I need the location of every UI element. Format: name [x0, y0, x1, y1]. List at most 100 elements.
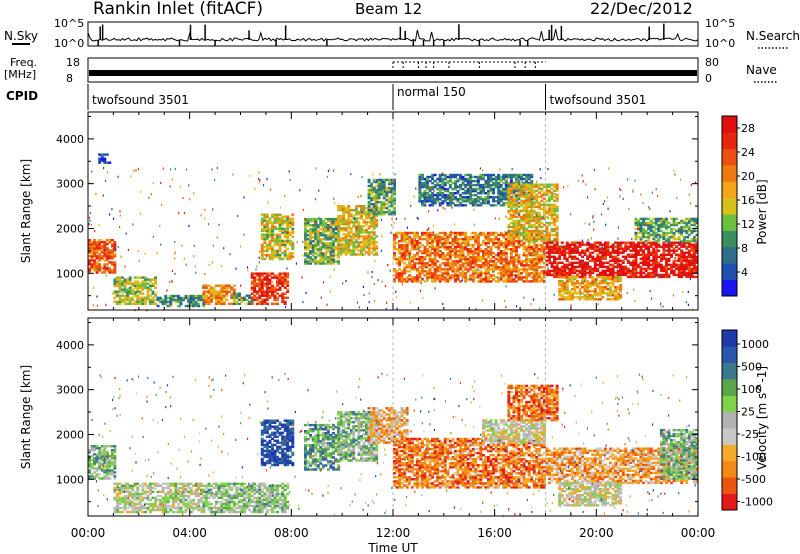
echo-cell: [535, 260, 539, 263]
echo-cell: [525, 260, 529, 263]
echo-cell: [286, 223, 290, 226]
echo-cell: [497, 177, 501, 181]
echo-cell: [103, 159, 107, 162]
echo-cell: [535, 266, 539, 269]
echo-cell: [423, 280, 427, 283]
echo-cell: [110, 239, 114, 242]
echo-cell: [634, 223, 638, 227]
echo-cell: [372, 207, 376, 210]
echo-cell: [553, 185, 557, 188]
echo-cell: [464, 198, 468, 201]
echo-cell: [177, 294, 180, 298]
echo-cell: [555, 219, 559, 223]
echo-cell: [433, 194, 437, 197]
echo-cell: [570, 255, 574, 259]
echo-cell: [695, 225, 699, 229]
echo-cell: [212, 290, 216, 293]
echo-cell: [400, 276, 404, 279]
echo-cell: [443, 248, 447, 251]
echo-cell: [263, 215, 267, 218]
echo-cell: [362, 211, 366, 214]
echo-cell: [543, 211, 546, 215]
echo-cell: [433, 254, 437, 257]
echo-cell: [461, 192, 465, 195]
echo-cell: [512, 278, 516, 281]
echo-cell: [525, 175, 529, 179]
echo-cell: [326, 234, 330, 237]
echo-cell: [657, 265, 661, 269]
echo-cell: [469, 252, 473, 255]
echo-cell: [339, 247, 343, 250]
echo-cell: [647, 231, 651, 235]
echo-cell: [604, 257, 607, 261]
echo-cell: [515, 274, 518, 277]
echo-cell: [367, 231, 371, 234]
echo-cell: [517, 203, 521, 207]
echo-cell: [398, 278, 402, 281]
echo-cell: [100, 247, 104, 250]
echo-cell: [276, 219, 280, 222]
echo-cell: [454, 239, 457, 243]
echo-cell: [517, 229, 521, 233]
echo-cell: [456, 239, 460, 243]
echo-cell: [525, 254, 529, 257]
echo-cell: [291, 223, 295, 226]
echo-cell: [354, 233, 358, 236]
echo-cell: [543, 205, 546, 209]
echo-cell: [479, 233, 483, 237]
echo-cell: [568, 294, 572, 297]
echo-cell: [588, 251, 592, 254]
echo-cell: [670, 255, 673, 259]
echo-cell: [428, 264, 432, 267]
echo-cell: [520, 177, 524, 181]
echo-cell: [415, 262, 419, 265]
noise-cell: [161, 203, 163, 206]
echo-cell: [311, 236, 315, 239]
noise-cell: [326, 175, 328, 179]
echo-cell: [504, 268, 508, 271]
echo-cell: [258, 294, 262, 297]
echo-cell: [540, 237, 544, 241]
echo-cell: [609, 253, 612, 257]
echo-cell: [517, 215, 521, 219]
noise-cell: [119, 210, 121, 213]
echo-cell: [687, 239, 691, 243]
echo-cell: [530, 209, 534, 213]
echo-cell: [476, 196, 480, 199]
echo-cell: [116, 292, 119, 295]
echo-cell: [652, 271, 656, 275]
echo-cell: [624, 271, 628, 275]
echo-cell: [474, 233, 478, 237]
echo-cell: [509, 254, 513, 257]
echo-cell: [466, 173, 470, 177]
echo-cell: [334, 236, 338, 239]
echo-cell: [268, 245, 272, 249]
echo-cell: [497, 187, 501, 191]
echo-cell: [403, 278, 407, 281]
echo-cell: [123, 298, 127, 302]
echo-cell: [642, 241, 646, 244]
echo-cell: [532, 235, 536, 239]
echo-cell: [654, 251, 658, 254]
echo-cell: [611, 280, 615, 283]
echo-cell: [568, 276, 572, 279]
echo-cell: [426, 250, 429, 253]
echo-cell: [421, 175, 424, 179]
echo-cell: [245, 294, 249, 297]
echo-cell: [507, 203, 511, 207]
echo-cell: [133, 286, 137, 289]
echo-cell: [672, 217, 676, 221]
echo-cell: [606, 288, 610, 291]
echo-cell: [306, 252, 310, 255]
echo-cell: [487, 245, 490, 249]
echo-cell: [555, 235, 559, 239]
echo-cell: [629, 253, 633, 257]
echo-cell: [113, 247, 117, 250]
echo-cell: [370, 196, 374, 200]
echo-cell: [504, 237, 508, 241]
echo-cell: [537, 276, 541, 279]
echo-cell: [489, 231, 493, 235]
echo-cell: [522, 248, 526, 251]
echo-cell: [543, 248, 546, 251]
echo-cell: [540, 199, 544, 203]
